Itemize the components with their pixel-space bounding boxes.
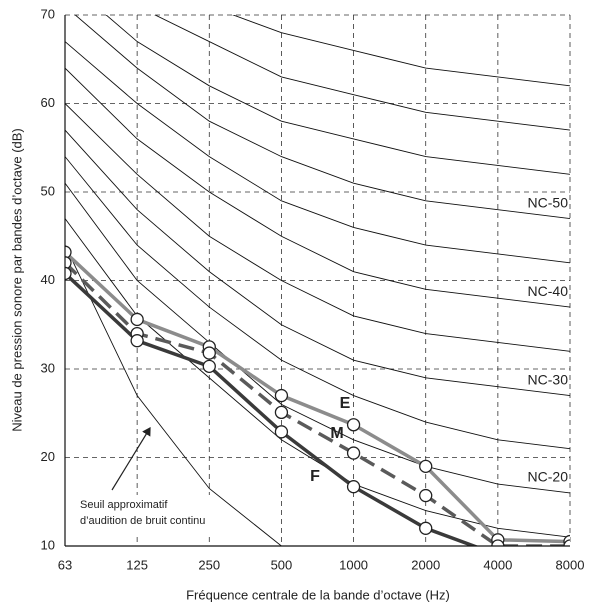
y-tick-label: 30: [41, 360, 55, 375]
data-point: [274, 388, 289, 403]
y-axis-label: Niveau de pression sonore par bandes d’o…: [9, 128, 24, 432]
data-point: [274, 425, 289, 439]
nc-curve: [65, 156, 570, 450]
nc-curve: [232, 15, 570, 87]
x-tick-label: 1000: [339, 557, 368, 572]
data-point: [419, 488, 433, 503]
nc-label: NC-50: [528, 194, 569, 210]
data-point: [130, 312, 144, 327]
data-point: [346, 446, 361, 460]
x-tick-label: 8000: [556, 557, 585, 572]
series-line: [65, 272, 479, 546]
data-point: [202, 359, 216, 373]
series-line: [65, 261, 570, 546]
nc-curve: [154, 15, 570, 131]
data-point: [419, 521, 433, 535]
y-tick-label: 50: [41, 183, 55, 198]
nc-curve: [65, 41, 570, 264]
x-tick-label: 63: [58, 557, 72, 572]
series-name: M: [330, 425, 343, 442]
x-tick-label: 2000: [411, 557, 440, 572]
data-point: [419, 459, 433, 474]
data-point: [130, 334, 144, 348]
x-tick-label: 125: [126, 557, 148, 572]
annotation-background: [74, 495, 264, 533]
y-tick-label: 10: [41, 537, 55, 552]
y-tick-label: 70: [41, 6, 55, 21]
data-point: [491, 539, 505, 546]
threshold-text: d’audition de bruit continu: [80, 515, 205, 527]
series-line: [65, 250, 570, 544]
x-tick-label: 250: [198, 557, 220, 572]
data-point: [65, 256, 72, 270]
nc-curve: [105, 15, 570, 175]
nc-curve: [65, 103, 570, 352]
annotation-arrow: [111, 426, 151, 491]
threshold-text: Seuil approximatif: [80, 499, 168, 511]
x-axis-label: Fréquence centrale de la bande d’octave …: [186, 587, 450, 602]
data-point: [346, 480, 361, 494]
data-point: [65, 266, 72, 281]
y-tick-label: 20: [41, 449, 55, 464]
series-name: F: [310, 468, 320, 485]
nc-curve: [74, 15, 570, 219]
y-tick-label: 60: [41, 95, 55, 110]
nc-label: NC-40: [528, 283, 569, 299]
data-point: [202, 346, 216, 360]
plot-area: [65, 15, 570, 546]
data-point: [563, 539, 570, 546]
nc-curve: [65, 129, 570, 396]
x-tick-label: 4000: [483, 557, 512, 572]
x-tick-label: 500: [271, 557, 293, 572]
data-point: [346, 418, 361, 432]
nc-label: NC-20: [528, 469, 569, 485]
data-point: [274, 405, 289, 420]
data-point: [65, 245, 72, 259]
threshold-line: [65, 244, 282, 546]
nc-curve: [65, 67, 570, 308]
y-tick-label: 40: [41, 272, 55, 287]
nc-label: NC-30: [528, 371, 569, 387]
series-name: E: [340, 395, 351, 412]
nc-curve: [65, 182, 570, 494]
